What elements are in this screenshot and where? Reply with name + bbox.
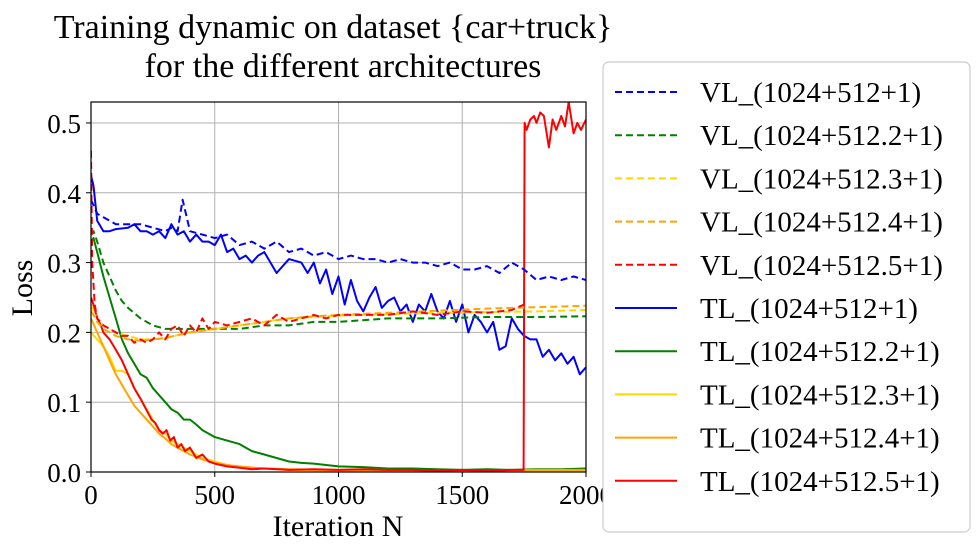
legend-label-6: TL_(1024+512.2+1) <box>700 336 940 368</box>
series-line-6 <box>91 237 586 471</box>
x-tick-label-0: 0 <box>84 480 98 510</box>
x-tick-label-1: 500 <box>195 480 236 510</box>
grid-lines <box>90 102 587 473</box>
legend-label-4: VL_(1024+512.5+1) <box>700 250 943 282</box>
series-line-1 <box>91 230 586 330</box>
y-axis-label: Loss <box>6 260 39 317</box>
series-line-4 <box>91 150 525 344</box>
series-lines <box>91 102 586 472</box>
x-ticks: 0 500 1000 1500 2000 <box>84 472 613 510</box>
legend-label-0: VL_(1024+512+1) <box>700 77 921 109</box>
y-tick-label-3: 0.3 <box>47 249 81 279</box>
y-tick-label-4: 0.4 <box>47 179 81 209</box>
chart-title: Training dynamic on dataset {car+truck} <box>54 9 613 46</box>
legend: VL_(1024+512+1) VL_(1024+512.2+1) VL_(1024… <box>602 61 971 533</box>
legend-label-5: TL_(1024+512+1) <box>700 293 918 325</box>
legend-label-7: TL_(1024+512.3+1) <box>700 379 940 411</box>
chart-subtitle: for the different architectures <box>145 48 542 85</box>
series-line-0 <box>91 198 586 281</box>
y-tick-label-0: 0.0 <box>47 458 81 488</box>
legend-label-9: TL_(1024+512.5+1) <box>700 466 940 498</box>
series-layer <box>91 102 586 472</box>
legend-label-3: VL_(1024+512.4+1) <box>700 207 943 239</box>
legend-label-1: VL_(1024+512.2+1) <box>700 120 943 152</box>
y-tick-label-1: 0.1 <box>47 388 81 418</box>
y-tick-label-2: 0.2 <box>47 318 81 348</box>
x-tick-label-3: 1500 <box>435 480 489 510</box>
series-line-5 <box>91 175 586 376</box>
y-ticks: 0.0 0.1 0.2 0.3 0.4 0.5 <box>47 109 91 488</box>
legend-box <box>602 61 971 533</box>
x-axis-label: Iteration N <box>273 510 404 543</box>
legend-label-8: TL_(1024+512.4+1) <box>700 423 940 455</box>
x-tick-label-2: 1000 <box>312 480 366 510</box>
series-line-9 <box>91 102 586 472</box>
y-tick-label-5: 0.5 <box>47 109 81 139</box>
legend-label-2: VL_(1024+512.3+1) <box>700 163 943 195</box>
